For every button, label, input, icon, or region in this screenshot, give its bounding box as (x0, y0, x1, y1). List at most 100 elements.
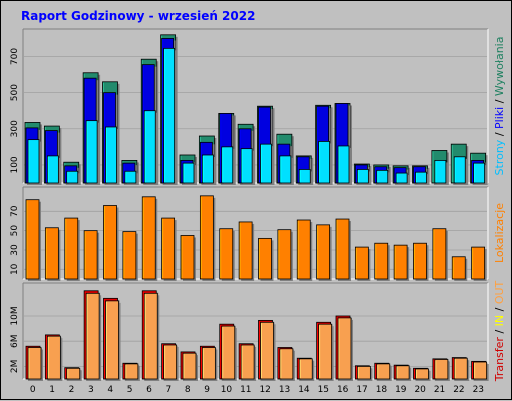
panel-transfer-bar-OUT-5 (124, 363, 139, 380)
panel-transfer-bar-OUT-6 (143, 292, 158, 380)
panel-hits-bar-Strony-0 (27, 139, 40, 184)
panel-transfer-bar-OUT-9 (201, 347, 216, 380)
panel-visits-bar-Lokalizacje-16 (335, 218, 350, 280)
panel-hits-bar-Strony-4 (105, 126, 117, 184)
panel-visits-bar-Lokalizacje-18 (374, 242, 389, 280)
panel-transfer-bar-OUT-17 (356, 365, 371, 380)
x-tick-1: 1 (49, 385, 55, 395)
panel-transfer-bar-OUT-23 (473, 361, 488, 380)
panel-transfer-bar-OUT-8 (182, 352, 197, 380)
panel-visits-bar-Lokalizacje-0 (25, 199, 40, 280)
panel-transfer-ytick-2: 10M (10, 306, 20, 325)
panel-hits-bar-Strony-15 (318, 141, 331, 184)
panel-transfer-bar-OUT-4 (105, 300, 119, 380)
panel-hits-bar-Strony-7 (163, 47, 176, 184)
x-tick-8: 8 (185, 385, 191, 395)
panel-visits-bar-Lokalizacje-3 (83, 230, 98, 280)
panel-hits-bar-Strony-23 (473, 162, 486, 184)
panel-hits-bar-Strony-19 (395, 172, 408, 184)
panel-hits-bar-Strony-17 (356, 169, 369, 184)
panel-transfer-bar-OUT-3 (85, 292, 100, 380)
panel-visits-bar-Lokalizacje-1 (44, 227, 59, 280)
x-tick-19: 19 (395, 385, 407, 395)
panel-transfer-side-label: Transfer / IN / OUT (493, 280, 506, 382)
panel-hits-bar-Strony-16 (337, 145, 350, 184)
panel-hits-side-label-part-0: Strony (493, 139, 506, 175)
panel-visits-bar-Lokalizacje-21 (432, 228, 447, 280)
x-tick-20: 20 (414, 385, 426, 395)
panel-hits-ytick-3: 700 (10, 48, 20, 65)
x-tick-5: 5 (127, 385, 133, 395)
panel-transfer-side-label-part-0: Transfer (493, 337, 506, 383)
x-tick-17: 17 (356, 385, 367, 395)
panel-visits-bar-Lokalizacje-2 (64, 217, 79, 280)
panel-transfer-side-label-part-3: / (493, 304, 506, 315)
panel-visits-bar-Lokalizacje-20 (413, 242, 427, 280)
panel-transfer-ytick-0: 2M (10, 360, 20, 374)
panel-hits-bar-Strony-3 (85, 120, 98, 184)
panel-hits: 100 300 500 700 Strony / Pliki / Wywołania (10, 28, 506, 186)
panel-hits-side-label-part-1: / (493, 129, 506, 140)
panel-visits-bar-Lokalizacje-22 (451, 256, 466, 280)
x-tick-16: 16 (337, 385, 349, 395)
chart-title: Raport Godzinowy - wrzesień 2022 (21, 9, 255, 23)
panel-visits-ytick-0: 10 (10, 263, 20, 275)
x-tick-0: 0 (30, 385, 36, 395)
panel-transfer-bar-OUT-10 (221, 325, 236, 380)
panel-visits-bar-Lokalizacje-11 (238, 221, 253, 280)
panel-transfer-bar-OUT-21 (434, 359, 449, 380)
x-tick-14: 14 (298, 385, 310, 395)
panel-hits-side-label: Strony / Pliki / Wywołania (493, 37, 506, 176)
panel-hits-bar-Strony-21 (434, 160, 447, 184)
panel-visits-bar-Lokalizacje-12 (258, 237, 272, 280)
panel-visits-side-label: Lokalizacje (493, 203, 506, 263)
panel-hits-bar-Strony-18 (376, 169, 389, 184)
panel-hits-side-label-part-3: / (493, 96, 506, 107)
panel-hits-bar-Strony-11 (240, 148, 253, 184)
panel-transfer-bar-OUT-18 (376, 363, 391, 380)
panel-visits-bar-Lokalizacje-5 (122, 231, 137, 280)
panel-transfer-bar-OUT-12 (260, 321, 274, 380)
panel-hits-ytick-1: 300 (10, 120, 20, 137)
x-tick-2: 2 (69, 385, 75, 395)
panel-hits-bar-Strony-6 (143, 110, 156, 184)
panel-visits-ytick-2: 50 (10, 225, 20, 237)
x-tick-6: 6 (146, 385, 152, 395)
panel-visits-bar-Lokalizacje-8 (180, 235, 195, 280)
panel-transfer-bar-OUT-1 (46, 335, 61, 380)
panel-transfer-bar-OUT-22 (453, 357, 468, 380)
panel-hits-side-label-part-4: Wywołania (493, 37, 506, 97)
panel-hits-background (23, 29, 488, 183)
x-tick-10: 10 (221, 385, 233, 395)
panel-transfer-bar-OUT-13 (279, 348, 294, 380)
panel-hits-bar-Strony-10 (221, 146, 234, 184)
x-tick-7: 7 (165, 385, 171, 395)
panel-transfer: 2M 6M 10M Transfer / IN / OUT (10, 280, 506, 382)
panel-transfer-bar-OUT-14 (298, 358, 313, 380)
panel-hits-bar-Strony-22 (453, 156, 466, 184)
panel-transfer-bar-OUT-0 (27, 347, 42, 380)
panel-hits-side-label-part-2: Pliki (493, 107, 506, 129)
panel-transfer-bar-OUT-20 (415, 368, 429, 380)
panel-hits-ytick-2: 500 (10, 84, 20, 101)
panel-transfer-side-label-part-4: OUT (493, 280, 506, 304)
panel-hits-bar-Strony-5 (124, 170, 137, 184)
panel-visits-bar-Lokalizacje-7 (161, 217, 176, 280)
panel-visits-bar-Lokalizacje-19 (393, 244, 408, 280)
x-tick-15: 15 (318, 385, 329, 395)
panel-visits-ytick-3: 70 (10, 205, 20, 217)
panel-transfer-bar-OUT-7 (163, 344, 178, 380)
panel-transfer-bar-OUT-2 (66, 367, 81, 380)
panel-hits-bar-Strony-8 (182, 162, 195, 184)
panel-transfer-bar-OUT-16 (337, 317, 352, 380)
panel-visits-bar-Lokalizacje-14 (296, 219, 311, 280)
panel-visits-bar-Lokalizacje-17 (354, 246, 369, 280)
x-tick-11: 11 (240, 385, 251, 395)
panel-transfer-ytick-1: 6M (10, 334, 20, 348)
x-tick-23: 23 (473, 385, 484, 395)
panel-visits-bar-Lokalizacje-6 (141, 196, 156, 280)
panel-hits-ytick-0: 100 (10, 156, 20, 173)
